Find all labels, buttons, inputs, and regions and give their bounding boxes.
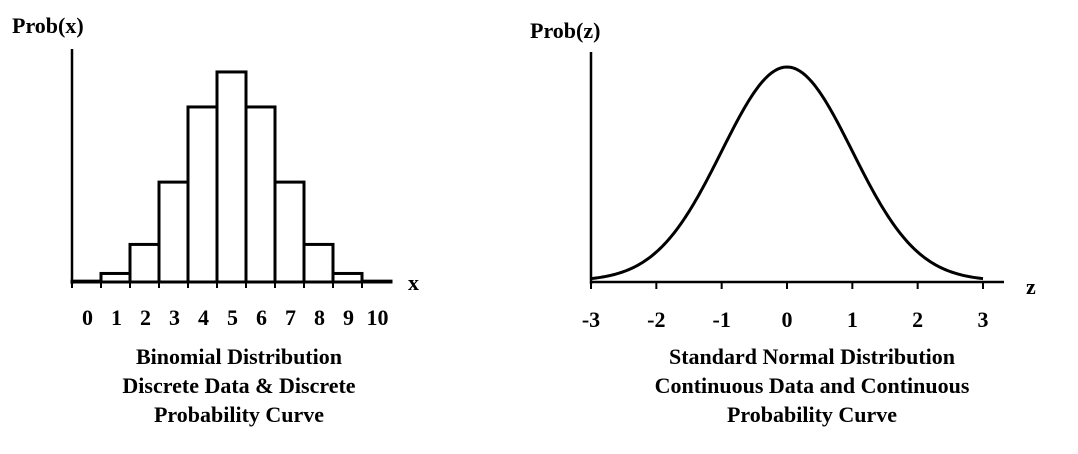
binomial-bar-3 <box>157 180 190 284</box>
normal-tick-label--2: -2 <box>647 307 665 332</box>
normal-caption-line-3: Probability Curve <box>727 402 897 427</box>
binomial-chart: Prob(x) 0 1 2 3 4 5 6 7 8 9 10 x Binomial Distribu… <box>12 13 419 427</box>
binomial-bar-7 <box>273 180 306 284</box>
normal-tick-label-3: 3 <box>978 307 989 332</box>
binomial-caption-line-3: Probability Curve <box>154 402 324 427</box>
binomial-tick-label-6: 6 <box>256 305 267 330</box>
normal-tick-label-2: 2 <box>912 307 923 332</box>
normal-x-axis-label: z <box>1026 274 1036 299</box>
binomial-bar-2 <box>128 242 161 284</box>
binomial-tick-label-0: 0 <box>82 305 93 330</box>
binomial-caption-line-1: Binomial Distribution <box>136 344 342 369</box>
normal-tick-label--1: -1 <box>713 307 731 332</box>
binomial-x-ticks: 0 1 2 3 4 5 6 7 8 9 10 <box>71 282 389 330</box>
binomial-caption-line-2: Discrete Data & Discrete <box>122 373 355 398</box>
binomial-tick-label-4: 4 <box>198 305 209 330</box>
binomial-bar-6 <box>244 105 277 284</box>
normal-tick-label--3: -3 <box>582 307 600 332</box>
binomial-tick-label-1: 1 <box>111 305 122 330</box>
binomial-tick-label-3: 3 <box>169 305 180 330</box>
normal-tick-label-1: 1 <box>847 307 858 332</box>
normal-caption-line-1: Standard Normal Distribution <box>669 344 955 369</box>
normal-chart: Prob(z) -3 -2 -1 0 1 2 3 z Standard Normal Dis… <box>530 18 1036 427</box>
binomial-bar-1 <box>99 271 132 284</box>
binomial-x-axis-label: x <box>408 270 419 295</box>
binomial-tick-label-7: 7 <box>285 305 296 330</box>
binomial-tick-label-9: 9 <box>343 305 354 330</box>
normal-caption-line-2: Continuous Data and Continuous <box>655 373 970 398</box>
binomial-bars <box>70 70 393 284</box>
normal-curve <box>590 65 984 281</box>
normal-tick-label-0: 0 <box>782 307 793 332</box>
normal-y-axis-label: Prob(z) <box>530 18 600 43</box>
binomial-bar-5 <box>215 70 248 284</box>
normal-x-ticks: -3 -2 -1 0 1 2 3 <box>582 282 989 332</box>
binomial-tick-label-5: 5 <box>227 305 238 330</box>
binomial-tick-label-8: 8 <box>314 305 325 330</box>
binomial-bar-4 <box>186 105 219 284</box>
binomial-y-axis-label: Prob(x) <box>12 13 84 38</box>
binomial-bar-8 <box>302 242 335 284</box>
binomial-tick-label-10: 10 <box>367 305 389 330</box>
binomial-bar-9 <box>331 271 364 284</box>
binomial-tick-label-2: 2 <box>140 305 151 330</box>
